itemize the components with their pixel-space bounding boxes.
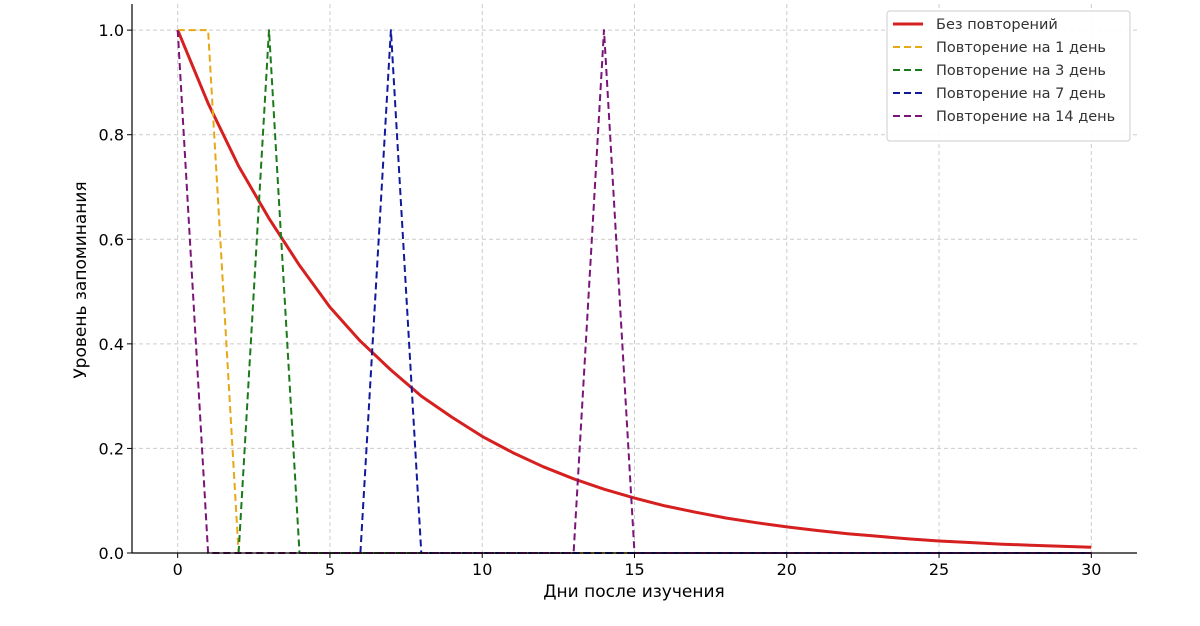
ticks: 0 5 10 15 20 25 30 0.0 0.2 0.4 0.6 0.8 1.0 [99,21,1102,579]
y-tick-label: 0.0 [99,544,124,563]
legend-label: Повторение на 3 день [936,63,1106,79]
y-tick-label: 1.0 [99,21,124,40]
legend-label: Повторение на 1 день [936,40,1106,56]
x-axis-label: Дни после изучения [543,582,724,602]
y-tick-label: 0.2 [99,439,124,458]
series-line-1 [176,29,1092,549]
series-line-4 [359,29,1092,554]
y-tick-label: 0.6 [99,230,124,249]
x-tick-label: 25 [929,560,949,579]
legend: Без повторений Повторение на 1 день Повтор… [886,10,1131,142]
x-tick-label: 20 [777,560,797,579]
y-axis-label: Уровень запоминания [71,181,91,378]
y-tick-label: 0.4 [99,335,124,354]
legend-label: Повторение на 14 день [936,109,1115,125]
x-tick-label: 10 [472,560,492,579]
x-tick-label: 0 [173,560,183,579]
x-tick-label: 30 [1081,560,1101,579]
y-tick-label: 0.8 [99,126,124,145]
x-tick-label: 15 [624,560,644,579]
x-tick-label: 5 [325,560,335,579]
legend-box [886,10,1131,142]
legend-label: Без повторений [936,17,1058,33]
legend-label: Повторение на 7 день [936,86,1106,102]
